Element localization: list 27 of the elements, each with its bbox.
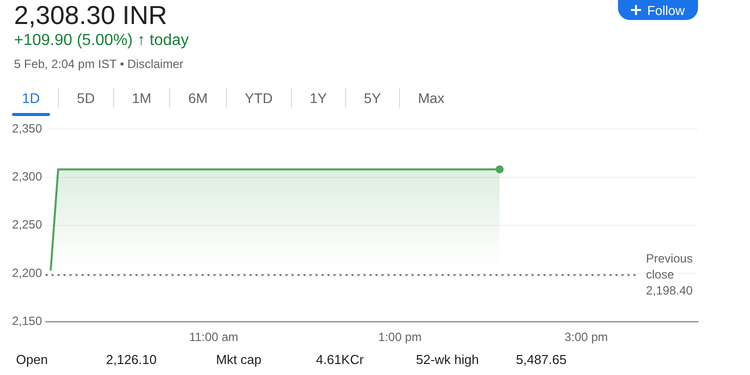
text: 4.61KCr bbox=[316, 352, 364, 367]
text: 1M bbox=[112, 88, 170, 108]
text: Mkt cap bbox=[216, 352, 262, 367]
ref-line-label: Previous close 2,198.40 bbox=[646, 251, 694, 298]
y-tick-label: 2,200 bbox=[12, 266, 42, 280]
text: 1D bbox=[4, 88, 58, 108]
text: Max bbox=[398, 88, 462, 108]
chart-title: 2,308.30 INR bbox=[14, 0, 168, 31]
text: Follow bbox=[647, 2, 685, 18]
chart-subtitle: +109.90 (5.00%) ↑ today bbox=[14, 32, 189, 50]
text: 5D bbox=[58, 88, 113, 108]
text: 5,487.65 bbox=[516, 352, 567, 367]
y-tick-label: 2,350 bbox=[12, 122, 42, 136]
y-tick-label: 2,150 bbox=[12, 314, 42, 328]
text: YTD bbox=[226, 88, 291, 108]
text: 5Y bbox=[344, 88, 399, 108]
text: Open bbox=[16, 352, 48, 367]
text: 2,126.10 bbox=[106, 352, 157, 367]
x-tick-label: 11:00 am bbox=[189, 330, 238, 344]
y-tick-label: 2,300 bbox=[12, 170, 42, 184]
text: 6M bbox=[169, 88, 226, 108]
text: 5 Feb, 2:04 pm IST • Disclaimer bbox=[14, 57, 184, 71]
x-tick-label: 1:00 pm bbox=[378, 330, 422, 344]
text: 52-wk high bbox=[416, 352, 479, 367]
y-tick-label: 2,250 bbox=[12, 218, 42, 232]
x-tick-label: 3:00 pm bbox=[564, 330, 608, 344]
text: 1Y bbox=[290, 88, 345, 108]
